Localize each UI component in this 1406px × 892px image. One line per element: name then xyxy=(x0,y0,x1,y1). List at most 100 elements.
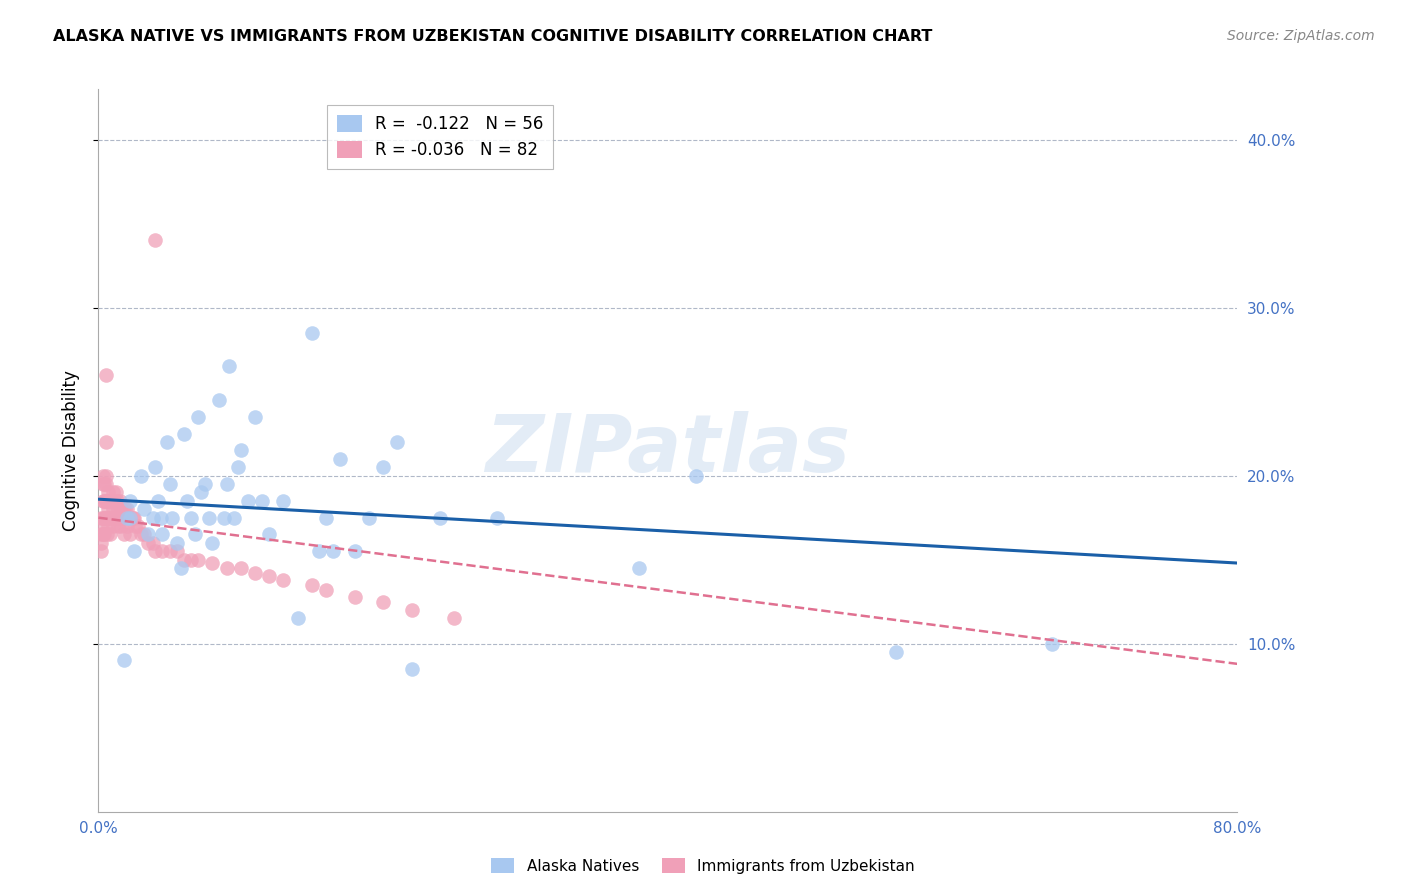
Point xyxy=(124,519,146,533)
Point xyxy=(94,468,117,483)
Point xyxy=(136,527,159,541)
Point xyxy=(180,510,202,524)
Point xyxy=(107,502,129,516)
Point xyxy=(93,494,115,508)
Point xyxy=(122,510,145,524)
Point xyxy=(94,494,117,508)
Point xyxy=(166,544,188,558)
Point xyxy=(110,502,132,516)
Point xyxy=(201,556,224,570)
Point xyxy=(141,510,163,524)
Point xyxy=(215,477,238,491)
Point xyxy=(250,494,273,508)
Point xyxy=(145,460,167,475)
Point xyxy=(685,468,707,483)
Point xyxy=(97,519,120,533)
Point xyxy=(114,502,136,516)
Point xyxy=(194,477,217,491)
Point xyxy=(387,435,409,450)
Point xyxy=(90,510,112,524)
Point xyxy=(112,510,135,524)
Point xyxy=(486,510,509,524)
Point xyxy=(136,536,159,550)
Point xyxy=(118,510,141,524)
Point xyxy=(118,510,141,524)
Point xyxy=(132,527,155,541)
Point xyxy=(127,519,149,533)
Point xyxy=(100,494,122,508)
Point xyxy=(91,510,114,524)
Point xyxy=(229,443,252,458)
Point xyxy=(401,603,423,617)
Point xyxy=(166,536,188,550)
Point xyxy=(243,409,266,424)
Point xyxy=(96,494,118,508)
Point xyxy=(315,510,337,524)
Text: ALASKA NATIVE VS IMMIGRANTS FROM UZBEKISTAN COGNITIVE DISABILITY CORRELATION CHA: ALASKA NATIVE VS IMMIGRANTS FROM UZBEKIS… xyxy=(53,29,932,44)
Point xyxy=(100,510,122,524)
Point xyxy=(301,578,323,592)
Point xyxy=(343,590,366,604)
Point xyxy=(101,502,124,516)
Point xyxy=(159,477,181,491)
Point xyxy=(343,544,366,558)
Point xyxy=(184,527,207,541)
Point xyxy=(259,527,281,541)
Point xyxy=(198,510,221,524)
Point xyxy=(315,582,337,597)
Point xyxy=(443,611,465,625)
Point xyxy=(152,527,174,541)
Point xyxy=(176,494,198,508)
Point xyxy=(90,527,112,541)
Point xyxy=(156,435,179,450)
Point xyxy=(105,494,128,508)
Point xyxy=(90,536,112,550)
Point xyxy=(187,409,209,424)
Point xyxy=(150,510,173,524)
Point xyxy=(132,502,155,516)
Point xyxy=(96,510,118,524)
Point xyxy=(218,359,240,374)
Point xyxy=(236,494,259,508)
Point xyxy=(208,392,231,407)
Point xyxy=(215,561,238,575)
Point xyxy=(94,368,117,382)
Point xyxy=(97,485,120,500)
Point xyxy=(98,494,121,508)
Point xyxy=(212,510,235,524)
Point xyxy=(226,460,249,475)
Point xyxy=(373,595,395,609)
Point xyxy=(129,468,152,483)
Point xyxy=(373,460,395,475)
Point xyxy=(121,510,143,524)
Point xyxy=(329,451,352,466)
Point xyxy=(98,510,121,524)
Point xyxy=(173,552,195,566)
Point xyxy=(243,566,266,581)
Point xyxy=(111,502,134,516)
Point xyxy=(159,544,181,558)
Point xyxy=(273,573,295,587)
Point xyxy=(162,510,184,524)
Legend: Alaska Natives, Immigrants from Uzbekistan: Alaska Natives, Immigrants from Uzbekist… xyxy=(485,852,921,880)
Point xyxy=(112,527,135,541)
Point xyxy=(104,510,127,524)
Point xyxy=(145,544,167,558)
Point xyxy=(118,494,141,508)
Point xyxy=(93,510,115,524)
Text: ZIPatlas: ZIPatlas xyxy=(485,411,851,490)
Point xyxy=(91,468,114,483)
Point xyxy=(97,502,120,516)
Point xyxy=(101,519,124,533)
Point xyxy=(122,544,145,558)
Point xyxy=(103,494,125,508)
Point xyxy=(628,561,651,575)
Point xyxy=(107,519,129,533)
Point xyxy=(104,485,127,500)
Point xyxy=(101,485,124,500)
Point xyxy=(222,510,245,524)
Point xyxy=(118,527,141,541)
Point xyxy=(103,510,125,524)
Point xyxy=(93,527,115,541)
Point xyxy=(110,519,132,533)
